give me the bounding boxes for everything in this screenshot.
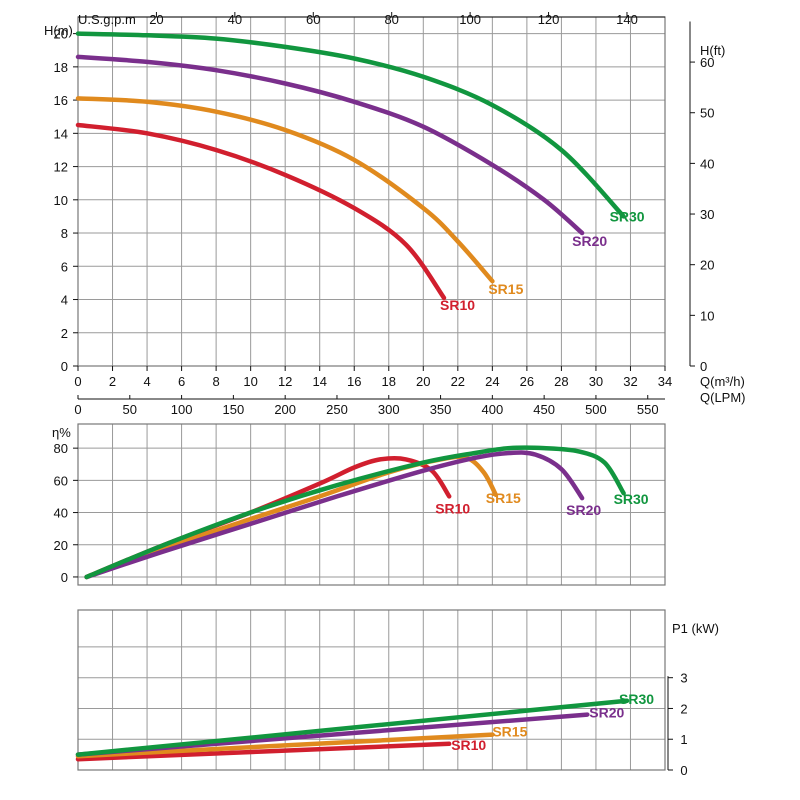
series-label-sr10: SR10 [440, 297, 475, 313]
series-label-sr15: SR15 [492, 724, 527, 740]
ft-tick-label: 10 [700, 308, 714, 323]
y-tick-label: 60 [54, 473, 68, 488]
lpm-tick-label: 200 [274, 402, 296, 417]
x-tick-label: 28 [554, 374, 568, 389]
x-tick-label: 18 [382, 374, 396, 389]
gpm-tick-label: 100 [459, 12, 481, 27]
y-tick-label: 40 [54, 506, 68, 521]
x-tick-label: 32 [623, 374, 637, 389]
ft-tick-label: 60 [700, 55, 714, 70]
y-axis-title: η% [52, 425, 71, 440]
p1-tick-label: 0 [680, 763, 687, 778]
x-tick-label: 8 [213, 374, 220, 389]
plot-frame [77, 16, 666, 367]
series-label-sr15: SR15 [486, 490, 521, 506]
y-tick-label: 20 [54, 538, 68, 553]
gpm-tick-label: 140 [616, 12, 638, 27]
y-tick-label: 0 [61, 359, 68, 374]
series-label-sr30: SR30 [619, 691, 654, 707]
y-tick-label: 6 [61, 259, 68, 274]
series-sr15-line [75, 96, 495, 284]
x-tick-label: 14 [312, 374, 326, 389]
x-tick-label: 20 [416, 374, 430, 389]
x-tick-label: 16 [347, 374, 361, 389]
x-tick-label: 24 [485, 374, 499, 389]
x-axis-title: Q(m³/h) [700, 374, 745, 389]
x-tick-label: 2 [109, 374, 116, 389]
panel-2: 0 20 40 60 80η% SR10 SR15 SR20 SR30 [52, 423, 666, 586]
lpm-tick-label: 350 [430, 402, 452, 417]
series-sr20-line [75, 54, 585, 236]
series-label-sr20: SR20 [566, 502, 601, 518]
p1-tick-label: 2 [680, 701, 687, 716]
series-sr10-line [75, 741, 452, 762]
x-tick-label: 26 [520, 374, 534, 389]
series-sr10-line [75, 122, 447, 301]
p1-tick-label: 1 [680, 732, 687, 747]
p1-tick-label: 3 [680, 671, 687, 686]
plot-frame [77, 609, 666, 771]
gpm-tick-label: 80 [384, 12, 398, 27]
ft-tick-label: 20 [700, 258, 714, 273]
series-label-sr30: SR30 [610, 208, 645, 224]
x-tick-label: 22 [451, 374, 465, 389]
lpm-tick-label: 100 [171, 402, 193, 417]
gpm-tick-label: 60 [306, 12, 320, 27]
lpm-tick-label: 400 [482, 402, 504, 417]
ft-tick-label: 50 [700, 106, 714, 121]
series-label-sr10: SR10 [435, 500, 470, 516]
y-tick-label: 4 [61, 293, 68, 308]
lpm-tick-label: 0 [74, 402, 81, 417]
series-sr20-line [84, 450, 585, 580]
gpm-tick-label: 120 [538, 12, 560, 27]
y-tick-label: 10 [54, 193, 68, 208]
gpm-tick-label: 20 [149, 12, 163, 27]
lpm-axis-title: Q(LPM) [700, 390, 746, 405]
series-label-sr10: SR10 [451, 737, 486, 753]
y-tick-label: 20 [54, 27, 68, 42]
ft-tick-label: 30 [700, 207, 714, 222]
ft-tick-label: 40 [700, 156, 714, 171]
lpm-tick-label: 50 [123, 402, 137, 417]
y-tick-label: 12 [54, 160, 68, 175]
series-sr15-line [75, 732, 495, 759]
y-tick-label: 14 [54, 126, 68, 141]
x-tick-label: 30 [589, 374, 603, 389]
lpm-tick-label: 250 [326, 402, 348, 417]
lpm-tick-label: 550 [637, 402, 659, 417]
plot-frame [77, 423, 666, 586]
x-tick-label: 34 [658, 374, 672, 389]
y-tick-label: 0 [61, 570, 68, 585]
series-sr30-line [75, 698, 630, 757]
series-label-sr20: SR20 [572, 233, 607, 249]
y-tick-label: 18 [54, 60, 68, 75]
gpm-axis-title: U.S.g.p.m [78, 12, 136, 27]
y-tick-label: 16 [54, 93, 68, 108]
lpm-tick-label: 450 [533, 402, 555, 417]
x-tick-label: 6 [178, 374, 185, 389]
y-axis-title: H(m) [44, 23, 73, 38]
lpm-tick-label: 500 [585, 402, 607, 417]
p1-axis-title: P1 (kW) [672, 621, 719, 636]
y-tick-label: 80 [54, 441, 68, 456]
y-tick-label: 2 [61, 326, 68, 341]
x-tick-label: 12 [278, 374, 292, 389]
series-sr30-line [84, 445, 626, 580]
ft-tick-label: 0 [700, 359, 707, 374]
y-tick-label: 8 [61, 226, 68, 241]
x-tick-label: 4 [143, 374, 150, 389]
lpm-tick-label: 150 [223, 402, 245, 417]
gpm-tick-label: 40 [228, 12, 242, 27]
lpm-tick-label: 300 [378, 402, 400, 417]
series-sr30-line [75, 31, 626, 219]
x-tick-label: 10 [243, 374, 257, 389]
series-label-sr20: SR20 [589, 705, 624, 721]
series-label-sr15: SR15 [488, 281, 523, 297]
x-tick-label: 0 [74, 374, 81, 389]
ft-axis-title: H(ft) [700, 43, 725, 58]
series-label-sr30: SR30 [614, 491, 649, 507]
